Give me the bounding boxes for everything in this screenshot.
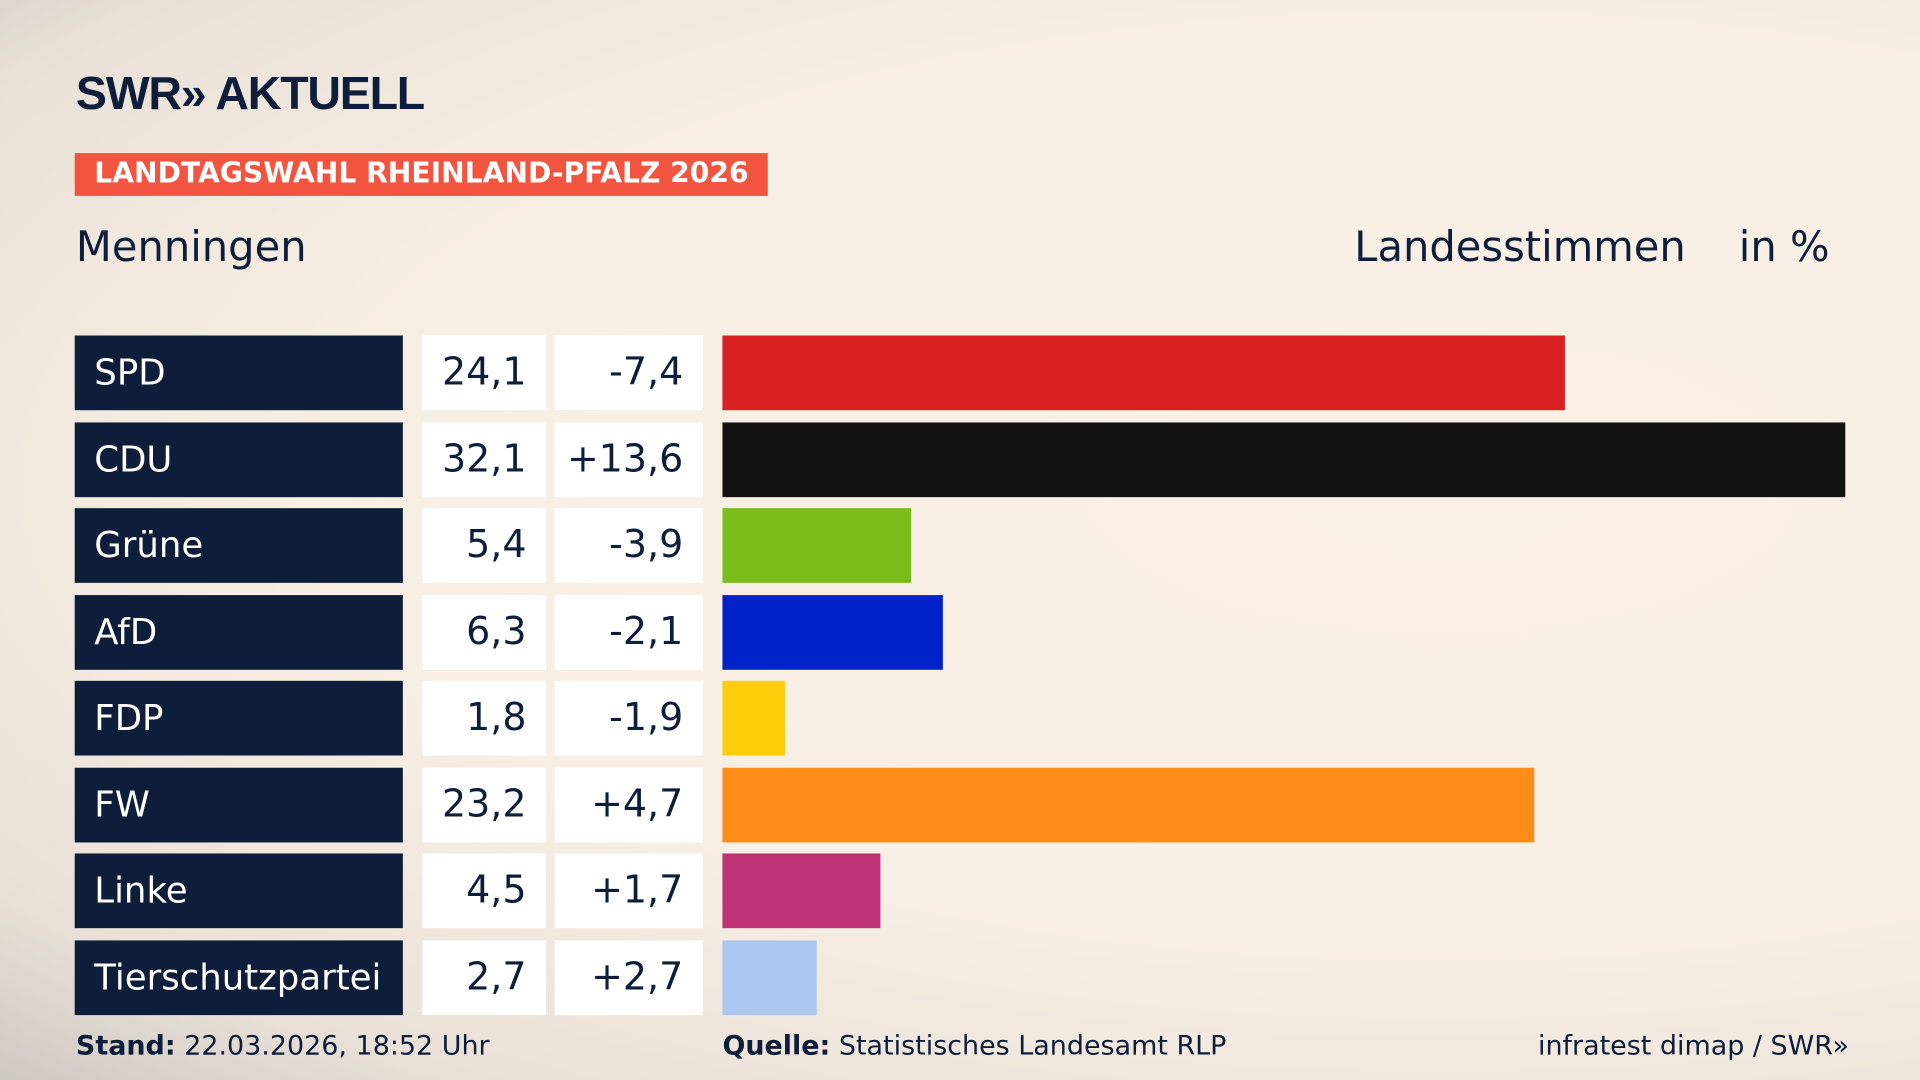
bar-spd [722,335,1566,411]
bar-grüne [722,508,912,583]
vote-share: 6,3 [422,594,547,670]
party-name: FDP [74,680,403,756]
party-name: Linke [74,853,403,929]
credit: infratest dimap / SWR» [1537,1031,1849,1062]
vote-share: 1,8 [422,680,547,756]
swr-aktuell-logo: SWR» AKTUELL [75,68,425,121]
bar-linke [722,853,880,929]
bar-fw [722,767,1534,842]
party-name: Grüne [74,508,403,583]
source: Quelle: Statistisches Landesamt RLP [722,1031,1226,1062]
vote-change: +4,7 [554,767,703,842]
election-badge: LANDTAGSWAHL RHEINLAND-PFALZ 2026 [74,153,769,196]
vote-share: 23,2 [422,767,547,842]
vote-share: 32,1 [422,421,547,497]
stand-value: 22.03.2026, 18:52 Uhr [184,1031,490,1062]
party-name: CDU [74,421,403,497]
vote-share: 2,7 [422,939,547,1015]
vote-share: 4,5 [422,853,547,929]
vote-share: 24,1 [422,335,547,411]
vote-type-label: Landesstimmen [1354,222,1686,272]
party-name: FW [74,767,403,842]
bar-tierschutzpartei [722,939,817,1015]
vote-change: +1,7 [554,853,703,929]
vote-change: +13,6 [554,421,703,497]
bar-afd [722,594,943,670]
stand-label: Stand: [75,1031,176,1062]
vote-change: -3,9 [554,508,703,583]
vote-change: -1,9 [554,680,703,756]
source-value: Statistisches Landesamt RLP [838,1031,1227,1062]
party-name: Tierschutzpartei [74,939,403,1015]
party-name: SPD [74,335,403,411]
place-title: Menningen [75,222,307,272]
bar-cdu [722,421,1846,497]
vote-share: 5,4 [422,508,547,583]
vote-change: -7,4 [554,335,703,411]
vote-change: -2,1 [554,594,703,670]
bar-fdp [722,680,786,756]
source-label: Quelle: [722,1031,831,1062]
party-name: AfD [74,594,403,670]
vote-change: +2,7 [554,939,703,1015]
timestamp: Stand: 22.03.2026, 18:52 Uhr [76,1031,490,1062]
unit-label: in % [1738,222,1830,272]
